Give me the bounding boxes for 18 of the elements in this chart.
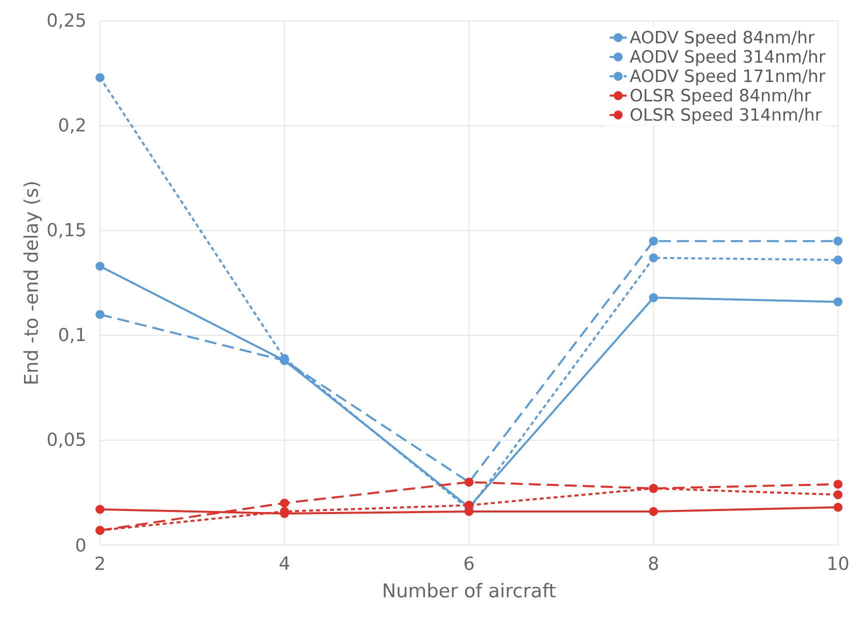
legend-label: AODV Speed 84nm/hr bbox=[630, 30, 815, 47]
x-tick-label: 6 bbox=[464, 556, 474, 570]
y-tick-label: 0,25 bbox=[48, 13, 85, 29]
legend-label: AODV Speed 314nm/hr bbox=[630, 50, 826, 66]
x-tick-label: 8 bbox=[649, 556, 658, 570]
legend-label: OLSR Speed 314nm/hr bbox=[630, 108, 822, 124]
y-tick-label: 0,2 bbox=[59, 118, 85, 134]
x-tick-label: 2 bbox=[96, 556, 104, 570]
y-axis-title: End -to -end delay (s) bbox=[23, 182, 42, 384]
x-tick-label: 10 bbox=[828, 556, 848, 570]
legend-label: OLSR Speed 84nm/hr bbox=[630, 88, 811, 105]
y-tick-label: 0 bbox=[76, 538, 86, 552]
x-axis-title: Number of aircraft bbox=[384, 582, 556, 598]
x-tick-label: 4 bbox=[280, 556, 290, 570]
y-tick-label: 0,15 bbox=[48, 222, 85, 238]
legend-label: AODV Speed 171nm/hr bbox=[630, 69, 826, 86]
y-tick-label: 0,05 bbox=[48, 432, 85, 448]
y-tick-label: 0,1 bbox=[59, 328, 85, 344]
